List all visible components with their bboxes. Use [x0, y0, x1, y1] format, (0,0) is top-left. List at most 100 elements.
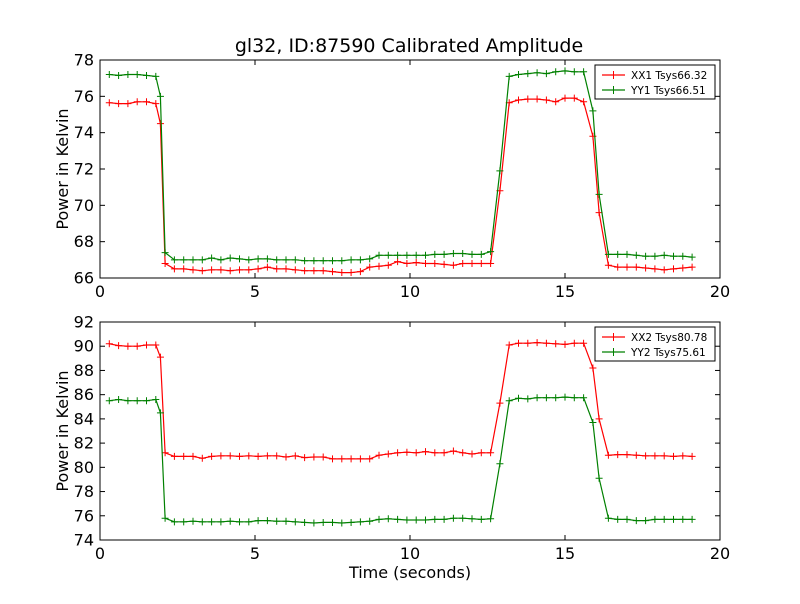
data-point — [468, 450, 476, 458]
data-point — [105, 71, 113, 79]
data-point — [143, 98, 150, 106]
data-point — [604, 250, 612, 258]
data-point — [642, 452, 650, 460]
x-tick-label: 20 — [710, 282, 730, 301]
data-point — [198, 454, 206, 462]
data-point — [152, 100, 160, 108]
data-point — [431, 449, 439, 457]
data-point — [570, 94, 578, 102]
y-tick-label: 76 — [74, 506, 94, 525]
data-point — [595, 474, 603, 482]
data-point — [310, 453, 318, 461]
data-point — [614, 250, 622, 258]
data-point — [561, 340, 569, 348]
y-tick-label: 78 — [74, 51, 94, 70]
data-point — [679, 515, 687, 523]
y-tick-label: 88 — [74, 361, 94, 380]
data-point — [273, 256, 281, 264]
data-point — [152, 341, 160, 349]
data-point — [524, 95, 532, 103]
x-tick-label: 20 — [710, 544, 730, 563]
data-point — [356, 256, 364, 264]
data-point — [422, 516, 429, 524]
data-point — [440, 250, 448, 258]
data-point — [670, 515, 677, 523]
data-point — [533, 95, 541, 103]
data-point — [614, 451, 622, 459]
data-point — [375, 451, 383, 459]
data-point — [688, 253, 696, 261]
data-point — [604, 514, 612, 522]
data-point — [422, 448, 429, 456]
data-point — [394, 449, 402, 457]
data-point — [580, 98, 588, 106]
data-point — [642, 517, 650, 525]
data-point — [570, 68, 578, 76]
data-point — [580, 339, 588, 347]
data-point — [477, 449, 485, 457]
data-point — [375, 262, 383, 270]
legend-label: XX2 Tsys80.78 — [631, 332, 707, 344]
data-point — [347, 518, 355, 526]
data-point — [226, 267, 234, 275]
y-tick-label: 70 — [74, 196, 94, 215]
data-point — [487, 515, 495, 523]
legend-item: YY1 Tsys66.51 — [602, 85, 706, 97]
data-point — [161, 514, 169, 522]
data-point — [515, 71, 522, 79]
data-point — [595, 415, 603, 423]
data-point — [282, 265, 290, 273]
x-tick-label: 0 — [95, 282, 105, 301]
data-point — [189, 517, 197, 525]
data-point — [282, 453, 290, 461]
data-point — [552, 98, 560, 106]
data-point — [468, 250, 476, 258]
bottom-panel: 0 5 10 15 20 74 76 78 80 82 84 86 88 90 92 Power in Kel… — [53, 313, 730, 583]
data-point — [115, 396, 123, 404]
data-point — [254, 265, 262, 273]
data-point — [347, 256, 355, 264]
data-point — [156, 120, 164, 128]
data-point — [496, 460, 504, 468]
data-point — [533, 394, 541, 402]
y-tick-label: 92 — [74, 313, 94, 332]
data-point — [356, 268, 364, 276]
data-point — [487, 248, 495, 256]
data-point — [688, 515, 696, 523]
data-point — [189, 256, 197, 264]
data-point — [561, 393, 569, 401]
data-point — [533, 69, 541, 77]
data-point — [477, 250, 485, 258]
data-point — [273, 517, 281, 525]
data-point — [449, 249, 457, 257]
data-point — [156, 353, 164, 361]
data-point — [595, 190, 603, 198]
data-point — [651, 515, 659, 523]
data-point — [347, 269, 355, 277]
data-point — [561, 67, 569, 75]
data-point — [291, 256, 299, 264]
data-point — [291, 452, 299, 460]
data-point — [632, 517, 640, 525]
data-point — [440, 515, 448, 523]
y-tick-label: 80 — [74, 458, 94, 477]
data-point — [552, 68, 560, 76]
data-point — [329, 257, 336, 265]
data-point — [403, 448, 411, 456]
data-point — [263, 263, 271, 271]
data-point — [152, 396, 160, 404]
data-point — [226, 452, 234, 460]
data-point — [217, 518, 225, 526]
data-point — [642, 252, 650, 260]
data-point — [515, 96, 522, 104]
data-point — [459, 514, 467, 522]
legend-label: YY1 Tsys66.51 — [630, 85, 706, 97]
data-point — [180, 265, 188, 273]
data-point — [245, 266, 253, 274]
data-point — [623, 451, 631, 459]
data-point — [338, 257, 346, 265]
data-point — [236, 452, 243, 460]
data-point — [449, 261, 457, 269]
data-point — [310, 519, 318, 527]
data-point — [412, 516, 420, 524]
